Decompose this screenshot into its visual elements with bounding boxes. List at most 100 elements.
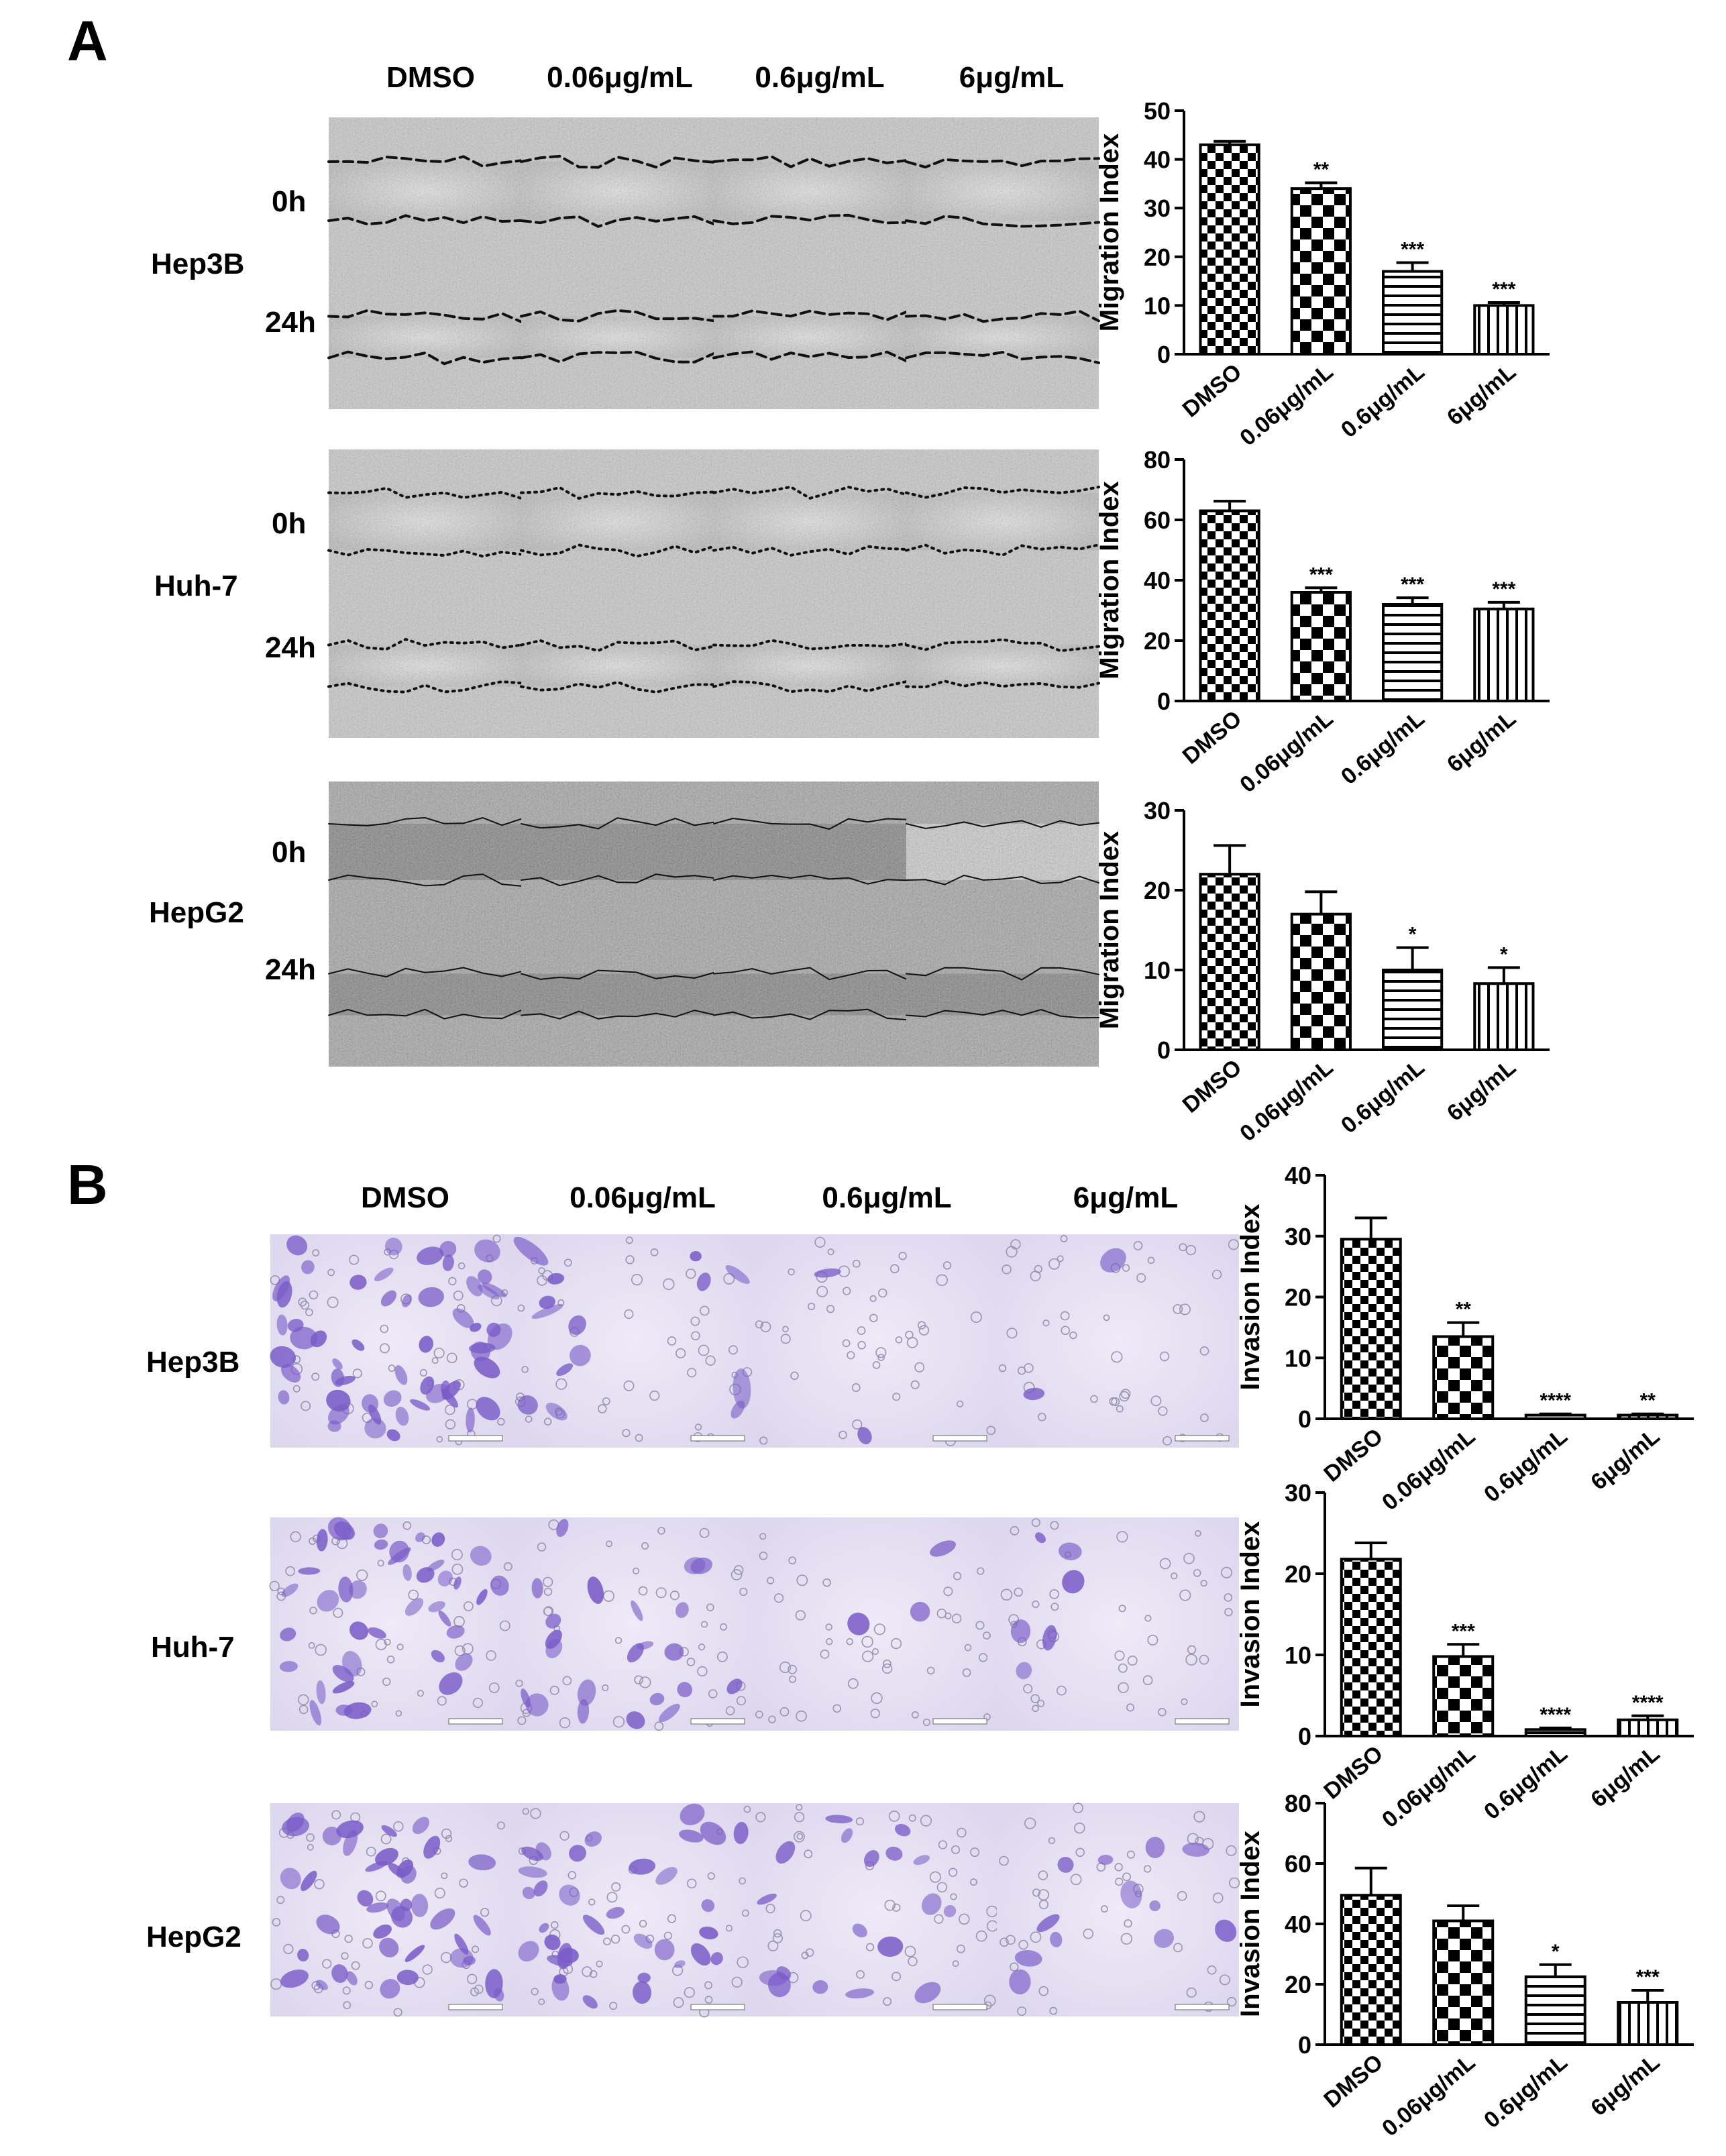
x-tick-label: 0.06μg/mL [1377,1741,1480,1833]
wound-edge-line [905,215,1100,228]
significance-label: * [1552,1941,1560,1963]
panel-b-row-labels: Hep3B Huh-7 HepG2 [146,1346,241,1953]
panel-a-micrographs [327,117,1100,1067]
scratch-micrograph [712,449,908,594]
wound-edge-line [521,1010,714,1020]
bar [1340,1238,1402,1420]
y-tick-label: 30 [1144,797,1171,824]
wound-edge-line [712,485,908,500]
wound-edge-line [327,680,523,694]
y-tick-label: 80 [1285,1790,1311,1817]
invasion-micrograph [513,1803,755,2018]
bar [1382,603,1444,702]
scale-bar [1175,1718,1230,1725]
bar [1617,2001,1679,2046]
y-tick-label: 0 [1298,1723,1311,1750]
x-tick-label: 0.6μg/mL [1479,2049,1572,2133]
significance-label: *** [1309,563,1333,586]
scratch-micrograph [712,117,908,265]
wound-edge-line [905,680,1100,689]
time-label-0h: 0h [272,185,306,218]
wound-edge-line [712,350,908,363]
scratch-micrograph [905,594,1100,738]
y-tick-label: 0 [1298,1405,1311,1433]
time-label-24h: 24h [265,953,316,986]
y-tick-label: 30 [1144,195,1171,222]
wound-edge-line [712,155,908,168]
x-tick-label: 6μg/mL [1586,1423,1664,1495]
wound-edge-line [906,1008,1099,1019]
y-tick-label: 80 [1144,446,1171,474]
scratch-micrograph [906,781,1099,922]
x-tick-label: 0.06μg/mL [1377,1423,1480,1515]
x-tick-label: DMSO [1319,1741,1388,1804]
scratch-micrograph [520,449,715,594]
y-tick-label: 20 [1285,1560,1311,1588]
significance-label: *** [1401,574,1424,596]
wound-edge-line [520,639,715,652]
bar [1473,982,1535,1051]
y-axis-label: Migration Index [1095,133,1124,332]
wound-edge-line [713,817,907,830]
significance-label: * [1409,924,1417,946]
col-header-006: 0.06μg/mL [547,61,693,94]
wound-edge-line [328,873,522,887]
wound-edge-line [520,680,715,694]
y-tick-label: 10 [1144,957,1171,984]
scale-bar [1175,1435,1230,1442]
y-tick-label: 40 [1285,1910,1311,1938]
wound-edge-line [520,486,715,500]
y-axis-label: Invasion Index [1236,1521,1265,1708]
x-tick-label: 0.06μg/mL [1235,359,1338,451]
row-label-hepg2: HepG2 [149,896,244,929]
scratch-micrograph [521,781,714,922]
wound-edge-line [905,350,1100,364]
scale-bar [1175,2004,1230,2010]
y-tick-label: 40 [1285,1162,1311,1189]
y-tick-label: 20 [1144,244,1171,271]
wound-edge-line [905,543,1100,557]
y-tick-label: 20 [1144,877,1171,904]
invasion-micrograph [270,1803,513,2017]
bar [1473,607,1535,702]
significance-label: **** [1540,1704,1571,1726]
row-label-huh7: Huh-7 [154,570,238,602]
row-label-hep3b: Hep3B [151,248,244,280]
y-tick-label: 20 [1285,1284,1311,1311]
y-tick-label: 10 [1144,292,1171,319]
wound-edge-line [327,547,523,558]
y-tick-label: 40 [1144,146,1171,174]
scale-bar [690,1718,745,1725]
bar [1340,1894,1402,2046]
scratch-micrograph [905,449,1100,594]
panel-b-letter: B [67,1153,108,1216]
col-header-6: 6μg/mL [1073,1181,1179,1214]
scratch-micrograph [521,922,714,1067]
x-tick-label: 0.6μg/mL [1336,706,1430,790]
invasion-micrograph [997,1517,1239,1731]
wound-edge-line [713,1008,907,1021]
bar [1617,1413,1679,1420]
x-tick-label: 0.06μg/mL [1235,1055,1338,1146]
bar [1473,304,1535,356]
significance-label: *** [1492,278,1515,301]
time-label-24h: 24h [265,306,316,339]
col-header-06: 0.6μg/mL [755,61,884,94]
y-tick-label: 50 [1144,97,1171,125]
x-tick-label: 0.06μg/mL [1235,706,1338,798]
invasion-micrograph [755,1234,997,1448]
bar [1290,912,1352,1051]
scale-bar [932,2004,987,2010]
scale-bar [932,1435,987,1442]
y-tick-label: 20 [1285,1971,1311,1998]
wound-edge-line [713,967,907,981]
wound-edge-line [327,637,523,651]
significance-label: ** [1313,158,1330,180]
wound-edge-line [906,874,1099,885]
bar [1432,1335,1495,1421]
y-axis-label: Migration Index [1095,831,1124,1030]
bar [1524,1975,1586,2046]
bar [1617,1718,1679,1738]
wound-edge-line [521,817,714,830]
